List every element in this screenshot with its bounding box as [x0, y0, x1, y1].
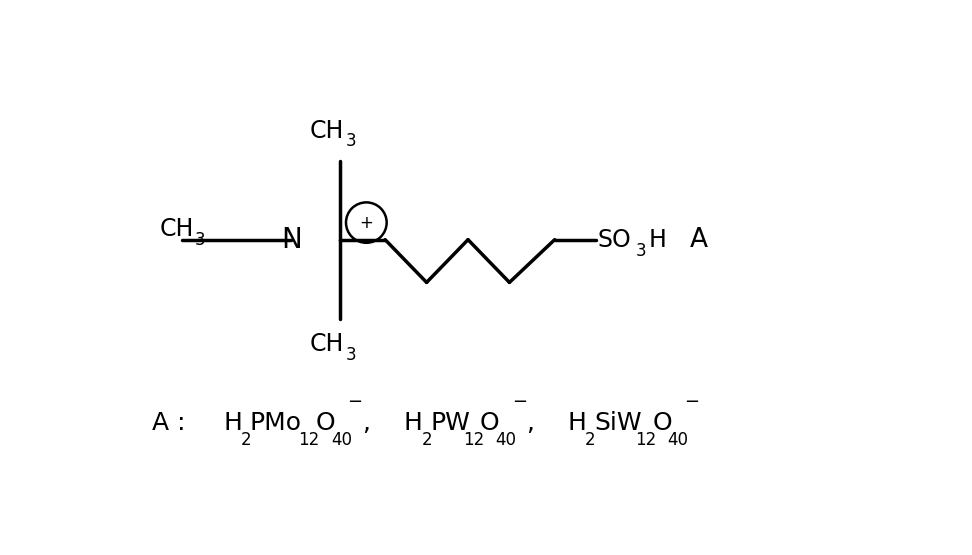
Text: −: − — [684, 393, 699, 411]
Text: CH: CH — [310, 332, 344, 356]
Text: A: A — [690, 226, 709, 253]
Text: 3: 3 — [636, 242, 645, 260]
Text: 3: 3 — [345, 346, 356, 364]
Text: A :: A : — [152, 411, 185, 436]
Text: 40: 40 — [495, 431, 516, 448]
Text: PMo: PMo — [250, 411, 301, 436]
Text: −: − — [511, 393, 527, 411]
Text: H: H — [649, 228, 667, 251]
Text: ,: , — [526, 411, 534, 436]
Text: O: O — [652, 411, 673, 436]
Text: H: H — [568, 411, 586, 436]
Text: 3: 3 — [194, 231, 205, 249]
Text: 40: 40 — [330, 431, 352, 448]
Text: 12: 12 — [298, 431, 320, 448]
Text: SO: SO — [598, 228, 632, 251]
Text: ,: , — [363, 411, 370, 436]
Text: 2: 2 — [240, 431, 251, 448]
Text: +: + — [360, 214, 373, 231]
Text: PW: PW — [431, 411, 470, 436]
Text: H: H — [404, 411, 423, 436]
Text: 3: 3 — [345, 133, 356, 150]
Text: 12: 12 — [463, 431, 484, 448]
Text: O: O — [480, 411, 500, 436]
Text: 2: 2 — [421, 431, 432, 448]
Text: 2: 2 — [585, 431, 596, 448]
Text: CH: CH — [310, 119, 344, 143]
Text: N: N — [281, 226, 302, 254]
Text: O: O — [316, 411, 335, 436]
Text: 40: 40 — [668, 431, 688, 448]
Text: SiW: SiW — [595, 411, 642, 436]
Text: 12: 12 — [636, 431, 656, 448]
Text: CH: CH — [159, 217, 193, 241]
Text: H: H — [224, 411, 242, 436]
Text: −: − — [348, 393, 363, 411]
